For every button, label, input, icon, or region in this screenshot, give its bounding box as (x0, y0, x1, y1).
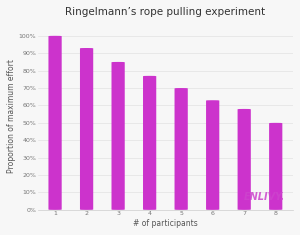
Text: ENLIVY.: ENLIVY. (244, 192, 285, 202)
FancyBboxPatch shape (269, 123, 282, 210)
FancyBboxPatch shape (206, 100, 219, 210)
FancyBboxPatch shape (112, 62, 125, 210)
Title: Ringelmann’s rope pulling experiment: Ringelmann’s rope pulling experiment (65, 7, 266, 17)
X-axis label: # of participants: # of participants (133, 219, 198, 228)
FancyBboxPatch shape (238, 109, 251, 210)
Y-axis label: Proportion of maximum effort: Proportion of maximum effort (7, 59, 16, 173)
FancyBboxPatch shape (80, 48, 93, 210)
FancyBboxPatch shape (143, 76, 156, 210)
FancyBboxPatch shape (175, 88, 188, 210)
FancyBboxPatch shape (49, 36, 62, 210)
